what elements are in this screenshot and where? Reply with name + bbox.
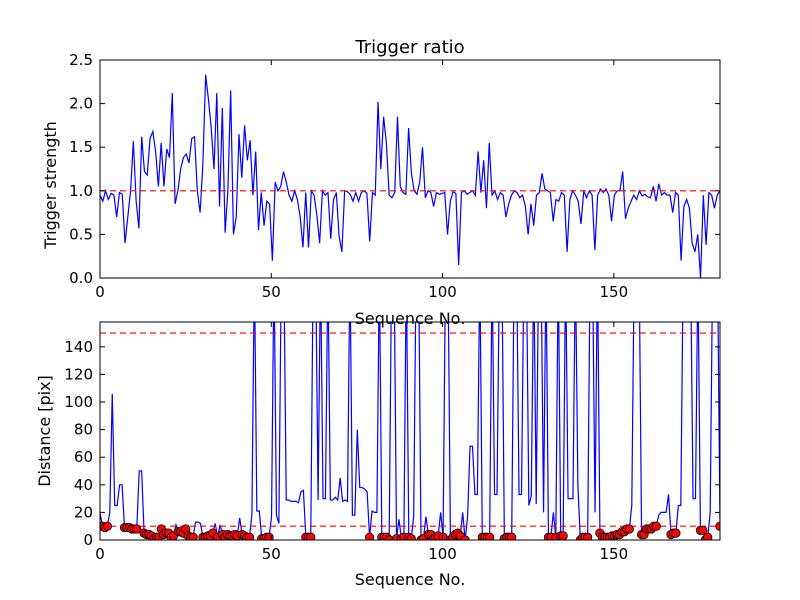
x-tick-label: 50 (262, 283, 281, 301)
distance-ticks: 0 50 100 150 0 20 40 60 80 100 120 140 (64, 322, 720, 563)
y-tick-label: 100 (64, 393, 93, 411)
x-axis-label: Sequence No. (355, 309, 466, 328)
y-tick-label: 0.0 (69, 269, 93, 287)
trigger-ratio-plot-area (100, 74, 720, 278)
y-tick-label: 80 (74, 421, 93, 439)
x-tick-label: 150 (599, 283, 628, 301)
data-point-marker (583, 532, 593, 540)
x-axis-label: Sequence No. (355, 570, 466, 589)
data-point-marker (102, 521, 112, 531)
x-tick-label: 100 (428, 545, 457, 563)
x-tick-label: 100 (428, 283, 457, 301)
trigger-ratio-ticks: 0 50 100 150 0.0 0.5 1.0 1.5 2.0 2.5 (69, 51, 720, 301)
data-point-marker (698, 525, 708, 535)
data-point-marker (651, 521, 661, 531)
data-point-marker (671, 528, 681, 538)
y-tick-label: 0.5 (69, 225, 93, 243)
data-point-marker (558, 531, 568, 540)
y-tick-label: 0 (83, 531, 93, 549)
trigger-ratio-axes-frame (99, 59, 721, 279)
x-tick-label: 150 (599, 545, 628, 563)
data-point-marker (624, 524, 634, 534)
data-point-marker (406, 534, 416, 540)
data-point-marker (364, 532, 375, 540)
data-point-marker (244, 532, 255, 540)
x-tick-label: 0 (95, 283, 105, 301)
y-tick-label: 60 (74, 448, 93, 466)
data-point-marker (485, 532, 495, 540)
x-tick-label: 50 (262, 545, 281, 563)
distance-panel: 0 50 100 150 0 20 40 60 80 100 120 140 Sequence No.… (35, 321, 721, 589)
distance-axes-frame (99, 321, 721, 541)
y-tick-label: 2.5 (69, 51, 93, 69)
y-tick-label: 1.0 (69, 182, 93, 200)
trigger-series-line (100, 74, 720, 278)
y-tick-label: 120 (64, 365, 93, 383)
x-tick-label: 0 (95, 545, 105, 563)
y-axis-label: Distance [pix] (35, 375, 54, 487)
data-point-marker (507, 532, 517, 540)
y-axis-label: Trigger strength (41, 121, 60, 250)
data-point-marker (703, 532, 713, 540)
chart-title: Trigger ratio (354, 37, 464, 58)
y-tick-label: 20 (74, 503, 93, 521)
y-tick-label: 40 (74, 476, 93, 494)
y-tick-label: 140 (64, 338, 93, 356)
y-tick-label: 1.5 (69, 138, 93, 156)
data-point-marker (188, 532, 198, 540)
distance-plot-area (100, 322, 720, 540)
data-point-marker (306, 532, 316, 540)
data-point-marker (132, 524, 142, 534)
trigger-ratio-panel: Trigger ratio 0 50 100 150 0.0 0.5 1.0 1.5 2.0 2.… (41, 37, 721, 328)
y-tick-label: 2.0 (69, 95, 93, 113)
